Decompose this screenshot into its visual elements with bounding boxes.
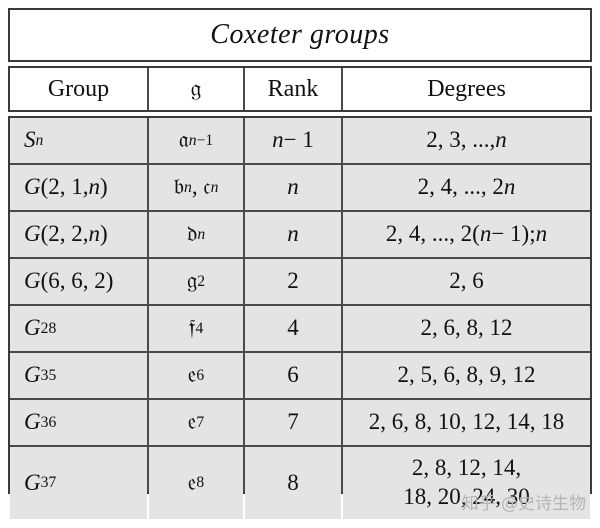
cell-rank: n − 1	[245, 118, 341, 163]
header-group: Group	[10, 68, 147, 110]
table-title: Coxeter groups	[210, 19, 390, 50]
header-lie-algebra: 𝔤	[149, 68, 243, 110]
cell-group: G 35	[10, 353, 147, 398]
cell-degrees: 2, 5, 6, 8, 9, 12	[343, 353, 590, 398]
cell-group: G (2, 1, n)	[10, 165, 147, 210]
header-degrees: Degrees	[343, 68, 590, 110]
cell-degrees: 2, 6, 8, 12	[343, 306, 590, 351]
cell-group: G 36	[10, 400, 147, 445]
cell-group: G (6, 6, 2)	[10, 259, 147, 304]
cell-rank: n	[245, 165, 341, 210]
cell-rank: 4	[245, 306, 341, 351]
cell-lie-algebra: 𝔞 n−1	[149, 118, 243, 163]
cell-degrees: 2, 3, ..., n	[343, 118, 590, 163]
cell-group: G (2, 2, n)	[10, 212, 147, 257]
cell-group: G 28	[10, 306, 147, 351]
cell-rank: 6	[245, 353, 341, 398]
cell-group: G 37	[10, 447, 147, 519]
cell-rank: 7	[245, 400, 341, 445]
cell-degrees: 2, 8, 12, 14, 18, 20, 24, 30	[343, 447, 590, 519]
table-header-row: Group 𝔤 Rank Degrees	[8, 66, 592, 112]
cell-rank: 2	[245, 259, 341, 304]
cell-degrees: 2, 6	[343, 259, 590, 304]
cell-degrees: 2, 6, 8, 10, 12, 14, 18	[343, 400, 590, 445]
cell-degrees: 2, 4, ..., 2(n − 1); n	[343, 212, 590, 257]
table-title-box: Coxeter groups	[8, 8, 592, 62]
header-rank: Rank	[245, 68, 341, 110]
cell-rank: n	[245, 212, 341, 257]
cell-rank: 8	[245, 447, 341, 519]
